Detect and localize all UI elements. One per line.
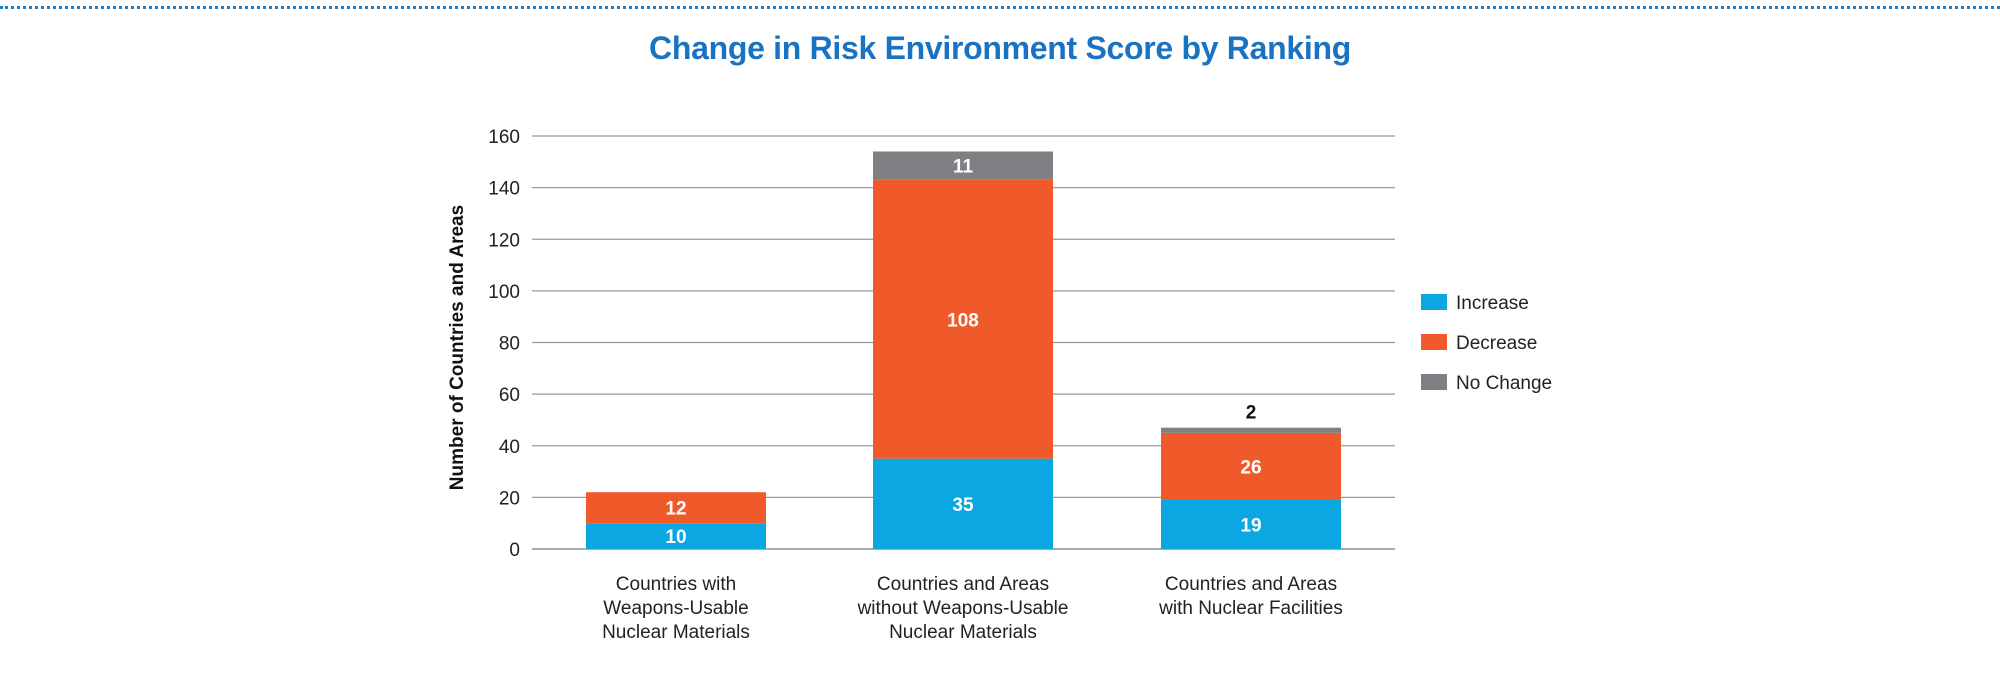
y-tick-label: 0: [509, 540, 520, 561]
bar-segment-no-change: [1161, 427, 1341, 433]
top-dotted-rule: [0, 6, 2000, 9]
data-label: 2: [1246, 403, 1257, 424]
bar-segment-no-change: [873, 151, 1053, 180]
bar-segment-decrease: [873, 179, 1053, 459]
category-label-line: Weapons-Usable: [603, 598, 748, 619]
data-label: 26: [1240, 457, 1261, 478]
data-label: 12: [665, 499, 686, 520]
bar-segment-increase: [1161, 499, 1341, 549]
data-label: 19: [1240, 515, 1261, 536]
bar-segment-decrease: [586, 492, 766, 524]
category-label-line: Nuclear Materials: [889, 622, 1037, 643]
bar-segment-increase: [873, 458, 1053, 549]
category-label-line: with Nuclear Facilities: [1158, 598, 1343, 619]
y-tick-label: 80: [499, 334, 520, 355]
chart-title: Change in Risk Environment Score by Rank…: [649, 30, 1351, 66]
y-axis-label: Number of Countries and Areas: [447, 205, 468, 490]
category-label: Countries with Weapons-Usable Nuclear Mate…: [602, 574, 750, 643]
y-tick-label: 120: [488, 230, 520, 251]
y-tick-label: 100: [488, 282, 520, 303]
data-label: 11: [953, 157, 974, 178]
legend-swatch: [1421, 294, 1447, 310]
y-tick-label: 60: [499, 385, 520, 406]
bar-segment-increase: [586, 523, 766, 549]
y-tick-label: 20: [499, 488, 520, 509]
category-label: Countries and Areas without Weapons-Usabl…: [857, 574, 1069, 643]
y-tick-label: 40: [499, 437, 520, 458]
legend-label: Decrease: [1456, 333, 1537, 354]
category-label-line: Countries and Areas: [1165, 574, 1337, 595]
legend-label: No Change: [1456, 373, 1552, 394]
category-label-line: without Weapons-Usable: [857, 598, 1069, 619]
data-label: 35: [952, 495, 974, 516]
y-tick-label: 140: [488, 179, 520, 200]
bar-segment-decrease: [1161, 432, 1341, 500]
data-label: 108: [947, 310, 979, 331]
legend-swatch: [1421, 374, 1447, 390]
legend-swatch: [1421, 334, 1447, 350]
category-label: Countries and Areas with Nuclear Faciliti…: [1158, 574, 1343, 619]
data-label: 10: [665, 527, 686, 548]
category-label-line: Nuclear Materials: [602, 622, 750, 643]
category-label-line: Countries with: [616, 574, 736, 595]
legend-label: Increase: [1456, 293, 1529, 314]
y-tick-label: 160: [488, 127, 520, 148]
category-label-line: Countries and Areas: [877, 574, 1049, 595]
